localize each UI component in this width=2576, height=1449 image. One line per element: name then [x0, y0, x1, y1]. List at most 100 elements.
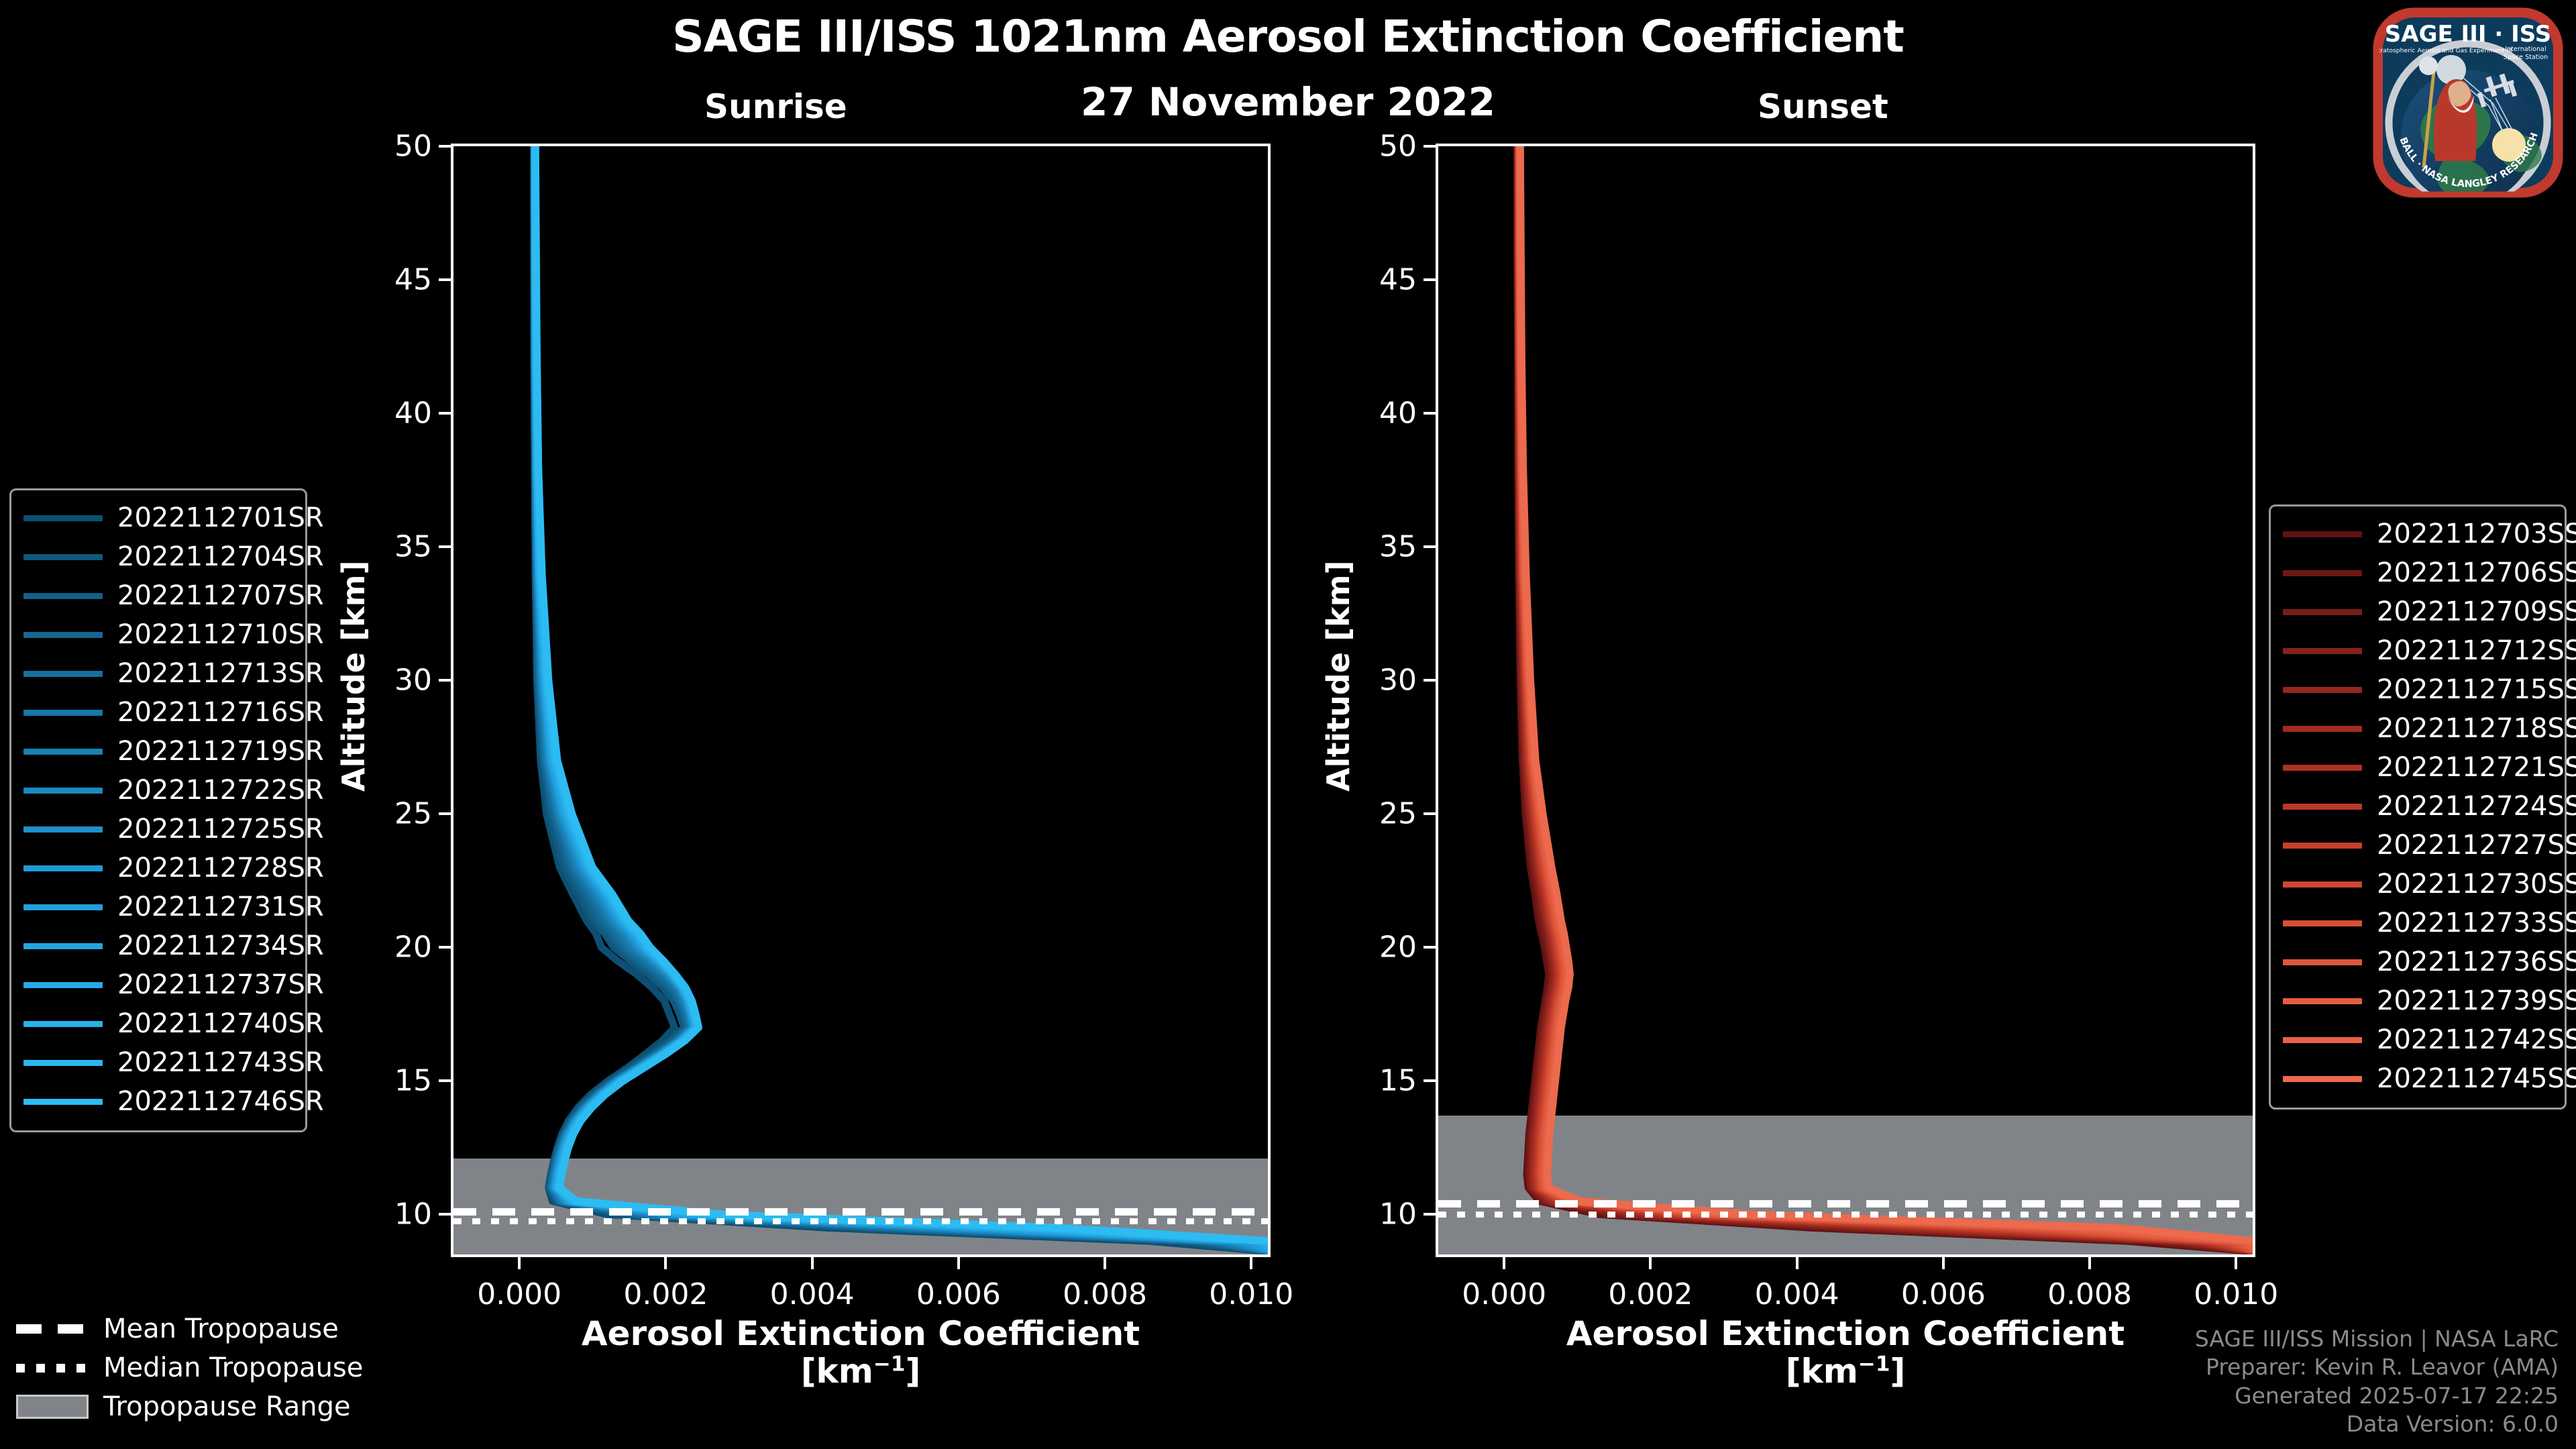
x-axis-tick-label: 0.004 [1754, 1277, 1839, 1311]
legend-color-swatch [23, 787, 103, 794]
y-axis-tick [1424, 946, 1438, 949]
mean-tropopause-line [1438, 1200, 2253, 1208]
legend-item[interactable]: 2022112701SR [23, 498, 324, 537]
legend-item[interactable]: 2022112733SS [2283, 904, 2576, 943]
legend-item[interactable]: 2022112739SS [2283, 981, 2576, 1020]
legend-item[interactable]: 2022112745SS [2283, 1059, 2576, 1098]
x-axis-label-text: Aerosol Extinction Coefficient [1566, 1314, 2125, 1353]
legend-color-swatch [2283, 998, 2362, 1004]
series-line [530, 146, 1268, 1254]
legend-item-tropopause-range[interactable]: Tropopause Range [16, 1387, 363, 1426]
series-line [530, 146, 1268, 1254]
series-line [1515, 146, 2253, 1254]
legend-item[interactable]: 2022112727SS [2283, 826, 2576, 865]
credit-line-generated: Generated 2025-07-17 22:25 [2235, 1382, 2559, 1409]
dotted-line-icon [16, 1364, 89, 1373]
legend-item[interactable]: 2022112718SS [2283, 709, 2576, 748]
legend-item[interactable]: 2022112712SS [2283, 631, 2576, 670]
legend-item-median-tropopause[interactable]: Median Tropopause [16, 1348, 363, 1387]
legend-color-swatch [23, 748, 103, 755]
legend-color-swatch [2283, 764, 2362, 771]
legend-color-swatch [2283, 881, 2362, 888]
legend-item[interactable]: 2022112731SR [23, 888, 324, 926]
legend-color-swatch [2283, 725, 2362, 732]
legend-item[interactable]: 2022112737SR [23, 965, 324, 1004]
legend-item[interactable]: 2022112728SR [23, 849, 324, 888]
legend-item[interactable]: 2022112734SR [23, 926, 324, 965]
legend-color-swatch [23, 631, 103, 638]
legend-label: 2022112718SS [2377, 713, 2576, 744]
series-line [531, 146, 1268, 1245]
legend-label: Median Tropopause [103, 1352, 364, 1383]
legend-item[interactable]: 2022112721SS [2283, 748, 2576, 787]
legend-item[interactable]: 2022112730SS [2283, 865, 2576, 904]
legend-item[interactable]: 2022112709SS [2283, 592, 2576, 631]
legend-item[interactable]: 2022112716SR [23, 693, 324, 732]
legend-item[interactable]: 2022112713SR [23, 654, 324, 693]
x-axis-tick-label: 0.008 [1063, 1277, 1148, 1311]
legend-item[interactable]: 2022112742SS [2283, 1020, 2576, 1059]
legend-item-mean-tropopause[interactable]: Mean Tropopause [16, 1309, 363, 1348]
legend-item[interactable]: 2022112740SR [23, 1004, 324, 1043]
legend-item[interactable]: 2022112706SS [2283, 553, 2576, 592]
legend-item[interactable]: 2022112743SR [23, 1043, 324, 1082]
legend-color-swatch [2283, 608, 2362, 615]
legend-item[interactable]: 2022112704SR [23, 537, 324, 576]
x-axis-tick-label: 0.000 [477, 1277, 562, 1311]
x-axis-tick [2235, 1254, 2238, 1269]
legend-item[interactable]: 2022112746SR [23, 1082, 324, 1121]
legend-item[interactable]: 2022112719SR [23, 732, 324, 771]
legend-color-swatch [23, 865, 103, 871]
legend-item[interactable]: 2022112710SR [23, 615, 324, 654]
filled-band-icon [16, 1395, 89, 1419]
y-axis-tick-label: 20 [394, 930, 432, 965]
series-line [531, 146, 1268, 1254]
legend-sunrise[interactable]: 2022112701SR 2022112704SR 2022112707SR 2022… [9, 488, 324, 1132]
legend-label: 2022112724SS [2377, 791, 2576, 822]
legend-color-swatch [23, 515, 103, 521]
series-line [531, 146, 1268, 1253]
legend-label: 2022112740SR [117, 1008, 324, 1039]
median-tropopause-line [453, 1218, 1268, 1225]
legend-label: 2022112727SS [2377, 830, 2576, 861]
legend-item[interactable]: 2022112707SR [23, 576, 324, 615]
series-line [530, 146, 1268, 1254]
y-axis-tick-label: 40 [394, 396, 432, 431]
plot-sunset: 50 45 40 35 30 25 20 15 10 0.000 0.002 0.004 0.006 0.… [1379, 129, 2278, 1312]
logo-subtitle-right-2: Space Station [2504, 54, 2548, 61]
y-axis-tick [439, 145, 453, 148]
y-axis-tick [1424, 545, 1438, 549]
series-line [531, 146, 1268, 1254]
legend-item[interactable]: 2022112722SR [23, 771, 324, 810]
series-line [1515, 146, 2253, 1254]
legend-label: 2022112737SR [117, 969, 324, 1000]
credit-line-mission: SAGE III/ISS Mission | NASA LaRC [2194, 1326, 2559, 1352]
legend-color-swatch [2283, 570, 2362, 576]
legend-item[interactable]: 2022112724SS [2283, 787, 2576, 826]
y-axis-tick [439, 278, 453, 282]
legend-label: 2022112715SS [2377, 674, 2576, 705]
logo-subtitle-right-1: International [2505, 46, 2546, 53]
legend-item[interactable]: 2022112725SR [23, 810, 324, 849]
legend-item[interactable]: 2022112715SS [2283, 670, 2576, 709]
legend-color-swatch [23, 592, 103, 599]
y-axis-tick-label: 15 [1379, 1063, 1417, 1098]
x-axis-tick [1941, 1254, 1945, 1269]
x-axis-tick [1250, 1254, 1253, 1269]
legend-sunset[interactable]: 2022112703SS 2022112706SS 2022112709SS 2022… [2269, 504, 2576, 1110]
x-axis-tick [1503, 1254, 1506, 1269]
y-axis-tick [1424, 812, 1438, 816]
x-axis-tick-label: 0.006 [1900, 1277, 1986, 1311]
legend-color-swatch [23, 904, 103, 910]
legend-item[interactable]: 2022112703SS [2283, 515, 2576, 553]
legend-tropopause[interactable]: Mean Tropopause Median Tropopause Tropop… [16, 1309, 363, 1426]
x-axis-label-sunrise: Aerosol Extinction Coefficient [km−1] [451, 1315, 1271, 1390]
legend-label: 2022112713SR [117, 658, 324, 689]
legend-label: 2022112730SS [2377, 869, 2576, 900]
x-axis-tick [518, 1254, 521, 1269]
x-axis-tick-label: 0.010 [2194, 1277, 2279, 1311]
legend-item[interactable]: 2022112736SS [2283, 943, 2576, 981]
y-axis-tick [439, 812, 453, 816]
series-line [531, 146, 1268, 1245]
